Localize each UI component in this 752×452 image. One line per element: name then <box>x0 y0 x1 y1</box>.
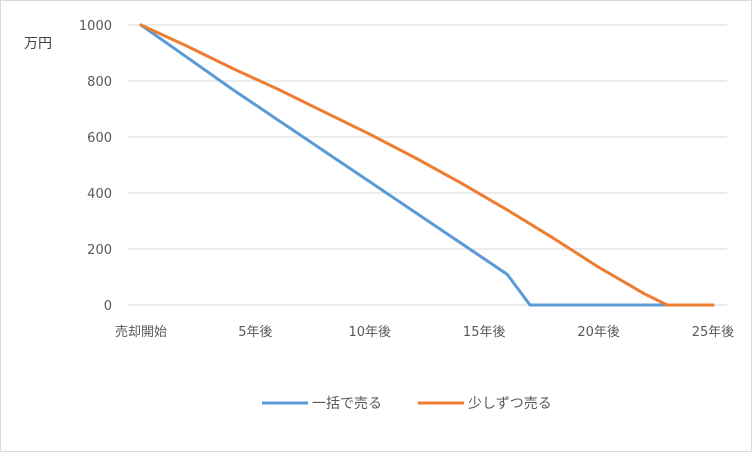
series-lines <box>139 23 715 307</box>
y-tick-label: 0 <box>104 299 112 314</box>
series-line-1 <box>139 23 715 307</box>
legend: 一括で売る 少しずつ売る <box>262 396 552 412</box>
x-tick-label: 25年後 <box>692 325 735 340</box>
y-tick-label: 1000 <box>79 19 112 34</box>
x-tick-label: 5年後 <box>238 325 272 340</box>
x-tick-label: 20年後 <box>577 325 620 340</box>
y-tick-label: 400 <box>87 187 112 202</box>
x-axis-ticks: 売却開始 5年後 10年後 15年後 20年後 25年後 <box>115 324 734 340</box>
x-tick-label: 10年後 <box>349 325 392 340</box>
x-tick-label: 15年後 <box>463 325 506 340</box>
y-tick-label: 200 <box>87 243 112 258</box>
series-line-0 <box>139 23 715 307</box>
y-axis-label: 万円 <box>24 36 52 52</box>
x-tick-label: 売却開始 <box>115 324 167 340</box>
y-axis-ticks: 0 200 400 600 800 1000 <box>79 19 112 314</box>
y-tick-label: 600 <box>87 131 112 146</box>
legend-label-0: 一括で売る <box>312 396 382 412</box>
y-tick-label: 800 <box>87 75 112 90</box>
legend-label-1: 少しずつ売る <box>468 396 552 412</box>
